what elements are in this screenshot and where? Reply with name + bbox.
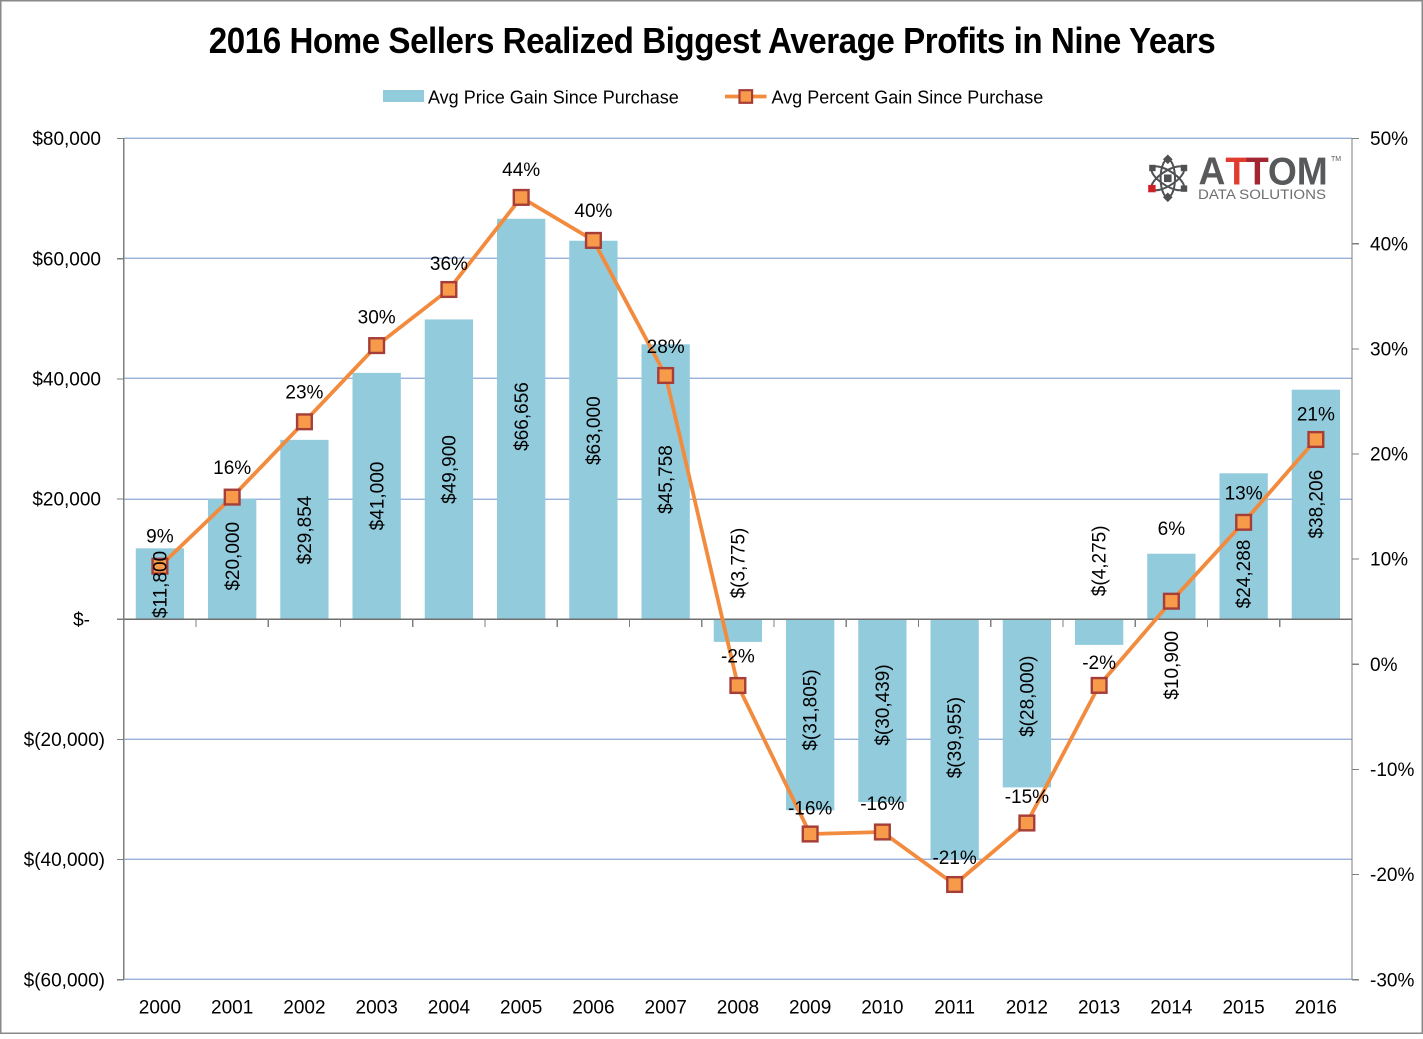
svg-text:$38,206: $38,206 [1306,470,1327,539]
svg-text:2010: 2010 [861,998,903,1019]
svg-text:Avg Percent Gain Since Purchas: Avg Percent Gain Since Purchase [772,88,1044,108]
svg-text:21%: 21% [1297,404,1335,425]
svg-text:$(31,805): $(31,805) [801,669,822,750]
svg-text:2006: 2006 [572,998,614,1019]
svg-text:44%: 44% [502,160,540,181]
svg-text:16%: 16% [213,458,251,479]
svg-text:2012: 2012 [1006,998,1048,1019]
svg-text:$(20,000): $(20,000) [24,730,105,751]
svg-text:$(28,000): $(28,000) [1017,656,1038,737]
svg-text:40%: 40% [574,201,612,222]
svg-text:$45,758: $45,758 [656,445,677,514]
svg-text:36%: 36% [430,254,468,275]
svg-text:$80,000: $80,000 [32,129,101,150]
svg-text:2004: 2004 [428,998,471,1019]
svg-text:2016 Home Sellers Realized Big: 2016 Home Sellers Realized Biggest Avera… [209,22,1215,62]
svg-text:$60,000: $60,000 [32,249,101,270]
svg-text:$20,000: $20,000 [32,490,101,511]
svg-text:2007: 2007 [645,998,687,1019]
svg-text:30%: 30% [358,308,396,329]
svg-text:$41,000: $41,000 [367,462,388,531]
svg-text:$-: $- [73,610,90,631]
svg-text:20%: 20% [1370,445,1408,466]
svg-text:9%: 9% [146,527,174,548]
svg-text:10%: 10% [1370,550,1408,571]
svg-text:2002: 2002 [283,998,325,1019]
svg-text:-20%: -20% [1370,865,1414,886]
svg-text:-15%: -15% [1005,787,1049,808]
svg-text:$66,656: $66,656 [512,382,533,451]
svg-text:$20,000: $20,000 [223,522,244,591]
svg-text:$(30,439): $(30,439) [873,664,894,745]
svg-text:23%: 23% [285,383,323,404]
svg-text:-2%: -2% [721,646,755,667]
svg-text:$11,800: $11,800 [151,551,172,618]
svg-text:$(39,955): $(39,955) [945,697,966,778]
svg-text:50%: 50% [1370,129,1408,150]
svg-text:2011: 2011 [934,998,975,1019]
svg-text:13%: 13% [1225,484,1263,505]
svg-text:Avg Price Gain Since Purchase: Avg Price Gain Since Purchase [428,88,679,108]
svg-text:$40,000: $40,000 [32,370,101,391]
svg-text:2008: 2008 [717,998,759,1019]
svg-text:$49,900: $49,900 [440,435,461,504]
svg-text:-2%: -2% [1082,653,1116,674]
svg-text:$29,854: $29,854 [295,495,316,564]
svg-text:2000: 2000 [139,998,181,1019]
svg-text:28%: 28% [647,337,685,358]
svg-text:-30%: -30% [1370,970,1414,991]
svg-text:$24,288: $24,288 [1234,540,1255,609]
svg-text:$(60,000): $(60,000) [24,970,105,991]
svg-text:2013: 2013 [1078,998,1120,1019]
svg-text:-21%: -21% [932,848,976,869]
svg-text:30%: 30% [1370,339,1408,360]
svg-text:-16%: -16% [860,794,904,815]
svg-text:2001: 2001 [211,998,253,1019]
svg-text:$63,000: $63,000 [584,396,605,465]
svg-text:-16%: -16% [788,799,832,820]
svg-text:TM: TM [1331,156,1341,163]
svg-text:-10%: -10% [1370,760,1414,781]
svg-text:40%: 40% [1370,234,1408,255]
svg-text:6%: 6% [1158,519,1186,540]
svg-text:$10,900: $10,900 [1162,631,1183,700]
svg-text:$(3,775): $(3,775) [729,528,750,599]
svg-text:2014: 2014 [1150,998,1193,1019]
svg-text:2015: 2015 [1222,998,1264,1019]
svg-text:$(4,275): $(4,275) [1090,525,1111,596]
svg-text:0%: 0% [1370,655,1398,676]
svg-text:2003: 2003 [356,998,398,1019]
svg-text:ATTOM: ATTOM [1199,150,1328,194]
svg-text:$(40,000): $(40,000) [24,850,105,871]
svg-text:2009: 2009 [789,998,831,1019]
svg-text:2016: 2016 [1295,998,1337,1019]
svg-text:DATA SOLUTIONS: DATA SOLUTIONS [1198,187,1326,202]
svg-text:2005: 2005 [500,998,542,1019]
